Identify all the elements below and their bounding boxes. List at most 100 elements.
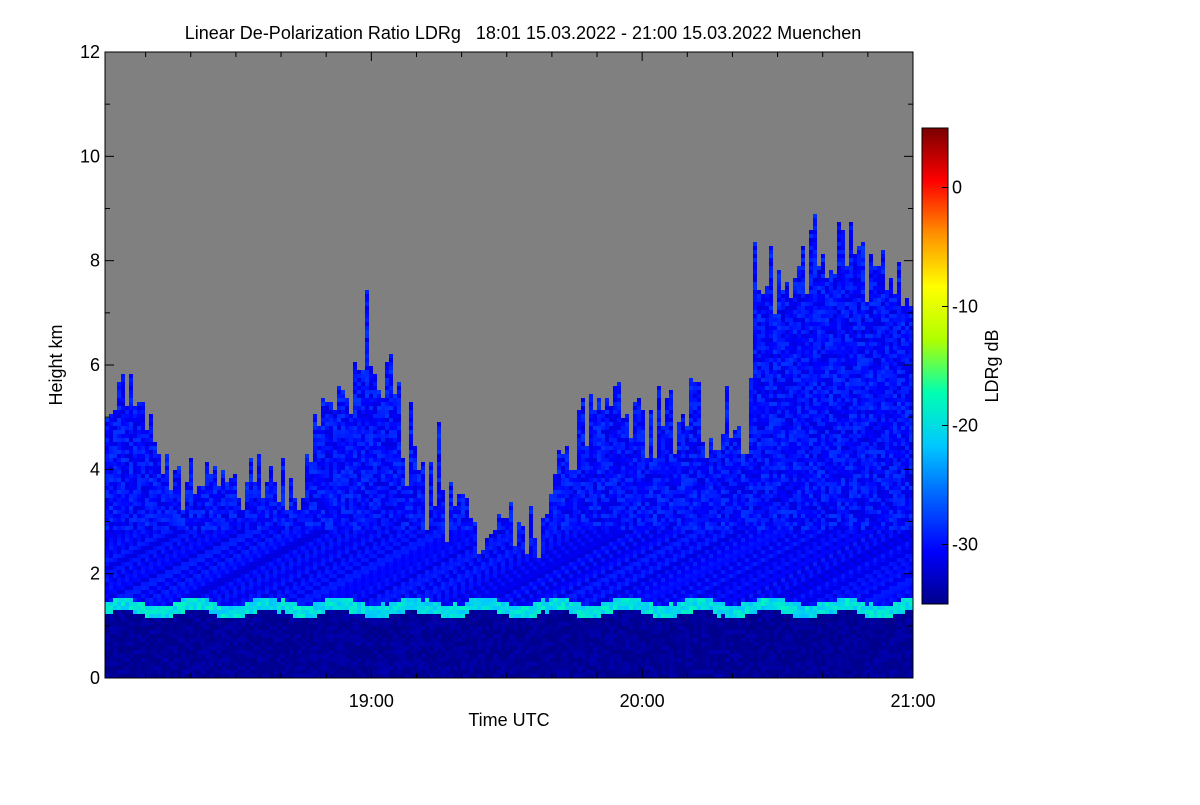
heatmap-cell bbox=[201, 574, 205, 578]
heatmap-cell bbox=[385, 374, 389, 378]
heatmap-cell bbox=[125, 430, 129, 434]
heatmap-cell bbox=[397, 590, 401, 594]
heatmap-cell bbox=[385, 430, 389, 434]
heatmap-cell bbox=[189, 466, 193, 470]
heatmap-cell bbox=[169, 626, 173, 630]
heatmap-cell bbox=[413, 482, 417, 486]
heatmap-cell bbox=[405, 602, 409, 606]
heatmap-cell bbox=[257, 654, 261, 658]
heatmap-cell bbox=[373, 410, 377, 414]
heatmap-cell bbox=[169, 670, 173, 674]
heatmap-cell bbox=[377, 506, 381, 510]
heatmap-cell bbox=[241, 538, 245, 542]
heatmap-cell bbox=[389, 626, 393, 630]
heatmap-cell bbox=[201, 558, 205, 562]
heatmap-cell bbox=[301, 654, 305, 658]
heatmap-cell bbox=[345, 666, 349, 670]
heatmap-cell bbox=[169, 510, 173, 514]
heatmap-cell bbox=[381, 474, 385, 478]
heatmap-cell bbox=[261, 518, 265, 522]
heatmap-cell bbox=[333, 586, 337, 590]
heatmap-cell bbox=[113, 538, 117, 542]
heatmap-cell bbox=[401, 466, 405, 470]
heatmap-cell bbox=[369, 446, 373, 450]
heatmap-cell bbox=[273, 486, 277, 490]
heatmap-cell bbox=[285, 630, 289, 634]
heatmap-cell bbox=[437, 634, 441, 638]
heatmap-cell bbox=[169, 610, 173, 614]
heatmap-cell bbox=[205, 474, 209, 478]
heatmap-cell bbox=[173, 622, 177, 626]
heatmap-cell bbox=[117, 442, 121, 446]
heatmap-cell bbox=[157, 654, 161, 658]
heatmap-cell bbox=[369, 566, 373, 570]
heatmap-cell bbox=[381, 522, 385, 526]
heatmap-cell bbox=[249, 602, 253, 606]
heatmap-cell bbox=[145, 642, 149, 646]
heatmap-cell bbox=[409, 510, 413, 514]
heatmap-cell bbox=[309, 670, 313, 674]
heatmap-cell bbox=[369, 606, 373, 610]
heatmap-cell bbox=[393, 518, 397, 522]
heatmap-cell bbox=[421, 510, 425, 514]
heatmap-cell bbox=[429, 594, 433, 598]
heatmap-cell bbox=[413, 542, 417, 546]
heatmap-cell bbox=[213, 542, 217, 546]
heatmap-cell bbox=[289, 578, 293, 582]
heatmap-cell bbox=[109, 454, 113, 458]
heatmap-cell bbox=[405, 622, 409, 626]
heatmap-cell bbox=[321, 422, 325, 426]
heatmap-cell bbox=[153, 626, 157, 630]
heatmap-cell bbox=[325, 530, 329, 534]
heatmap-cell bbox=[185, 642, 189, 646]
heatmap-cell bbox=[289, 610, 293, 614]
heatmap-cell bbox=[309, 550, 313, 554]
heatmap-cell bbox=[145, 638, 149, 642]
heatmap-cell bbox=[177, 622, 181, 626]
heatmap-cell bbox=[361, 602, 365, 606]
heatmap-cell bbox=[177, 646, 181, 650]
heatmap-cell bbox=[201, 506, 205, 510]
heatmap-cell bbox=[441, 638, 445, 642]
heatmap-cell bbox=[205, 634, 209, 638]
heatmap-cell bbox=[385, 382, 389, 386]
heatmap-cell bbox=[281, 466, 285, 470]
heatmap-cell bbox=[349, 430, 353, 434]
heatmap-cell bbox=[141, 454, 145, 458]
heatmap-cell bbox=[361, 666, 365, 670]
heatmap-cell bbox=[333, 614, 337, 618]
heatmap-cell bbox=[385, 410, 389, 414]
heatmap-cell bbox=[117, 602, 121, 606]
heatmap-cell bbox=[313, 482, 317, 486]
heatmap-cell bbox=[149, 546, 153, 550]
heatmap-cell bbox=[317, 498, 321, 502]
heatmap-cell bbox=[389, 370, 393, 374]
heatmap-cell bbox=[129, 410, 133, 414]
heatmap-cell bbox=[117, 422, 121, 426]
heatmap-cell bbox=[257, 498, 261, 502]
heatmap-cell bbox=[345, 510, 349, 514]
heatmap-cell bbox=[333, 478, 337, 482]
heatmap-cell bbox=[273, 502, 277, 506]
heatmap-cell bbox=[277, 594, 281, 598]
heatmap-cell bbox=[377, 634, 381, 638]
heatmap-cell bbox=[225, 570, 229, 574]
heatmap-cell bbox=[353, 574, 357, 578]
heatmap-cell bbox=[373, 554, 377, 558]
heatmap-cell bbox=[313, 506, 317, 510]
heatmap-cell bbox=[133, 450, 137, 454]
heatmap-cell bbox=[169, 546, 173, 550]
heatmap-cell bbox=[409, 418, 413, 422]
heatmap-cell bbox=[409, 542, 413, 546]
heatmap-cell bbox=[345, 562, 349, 566]
heatmap-cell bbox=[137, 566, 141, 570]
heatmap-cell bbox=[289, 530, 293, 534]
heatmap-cell bbox=[121, 374, 125, 378]
heatmap-cell bbox=[345, 426, 349, 430]
heatmap-cell bbox=[145, 454, 149, 458]
heatmap-cell bbox=[333, 526, 337, 530]
heatmap-cell bbox=[421, 514, 425, 518]
heatmap-cell bbox=[169, 582, 173, 586]
heatmap-cell bbox=[185, 654, 189, 658]
heatmap-cell bbox=[401, 590, 405, 594]
